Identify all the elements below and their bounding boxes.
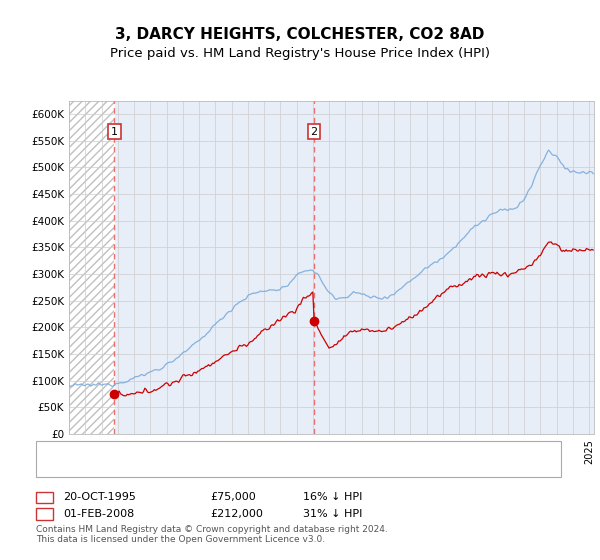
Text: 1: 1 xyxy=(41,492,48,502)
Text: HPI: Average price, detached house, Colchester: HPI: Average price, detached house, Colc… xyxy=(81,462,330,472)
Text: 1: 1 xyxy=(111,127,118,137)
Text: £212,000: £212,000 xyxy=(210,509,263,519)
Bar xyxy=(69,101,115,434)
Text: 01-FEB-2008: 01-FEB-2008 xyxy=(63,509,134,519)
Text: 3, DARCY HEIGHTS, COLCHESTER, CO2 8AD: 3, DARCY HEIGHTS, COLCHESTER, CO2 8AD xyxy=(115,27,485,42)
Text: 16% ↓ HPI: 16% ↓ HPI xyxy=(303,492,362,502)
Text: 2: 2 xyxy=(41,509,48,519)
Bar xyxy=(69,101,115,434)
Text: 20-OCT-1995: 20-OCT-1995 xyxy=(63,492,136,502)
Text: Contains HM Land Registry data © Crown copyright and database right 2024.
This d: Contains HM Land Registry data © Crown c… xyxy=(36,525,388,544)
Text: 31% ↓ HPI: 31% ↓ HPI xyxy=(303,509,362,519)
Text: 2: 2 xyxy=(311,127,317,137)
Text: £75,000: £75,000 xyxy=(210,492,256,502)
Text: Price paid vs. HM Land Registry's House Price Index (HPI): Price paid vs. HM Land Registry's House … xyxy=(110,47,490,60)
Text: 3, DARCY HEIGHTS, COLCHESTER, CO2 8AD (detached house): 3, DARCY HEIGHTS, COLCHESTER, CO2 8AD (d… xyxy=(81,446,404,456)
